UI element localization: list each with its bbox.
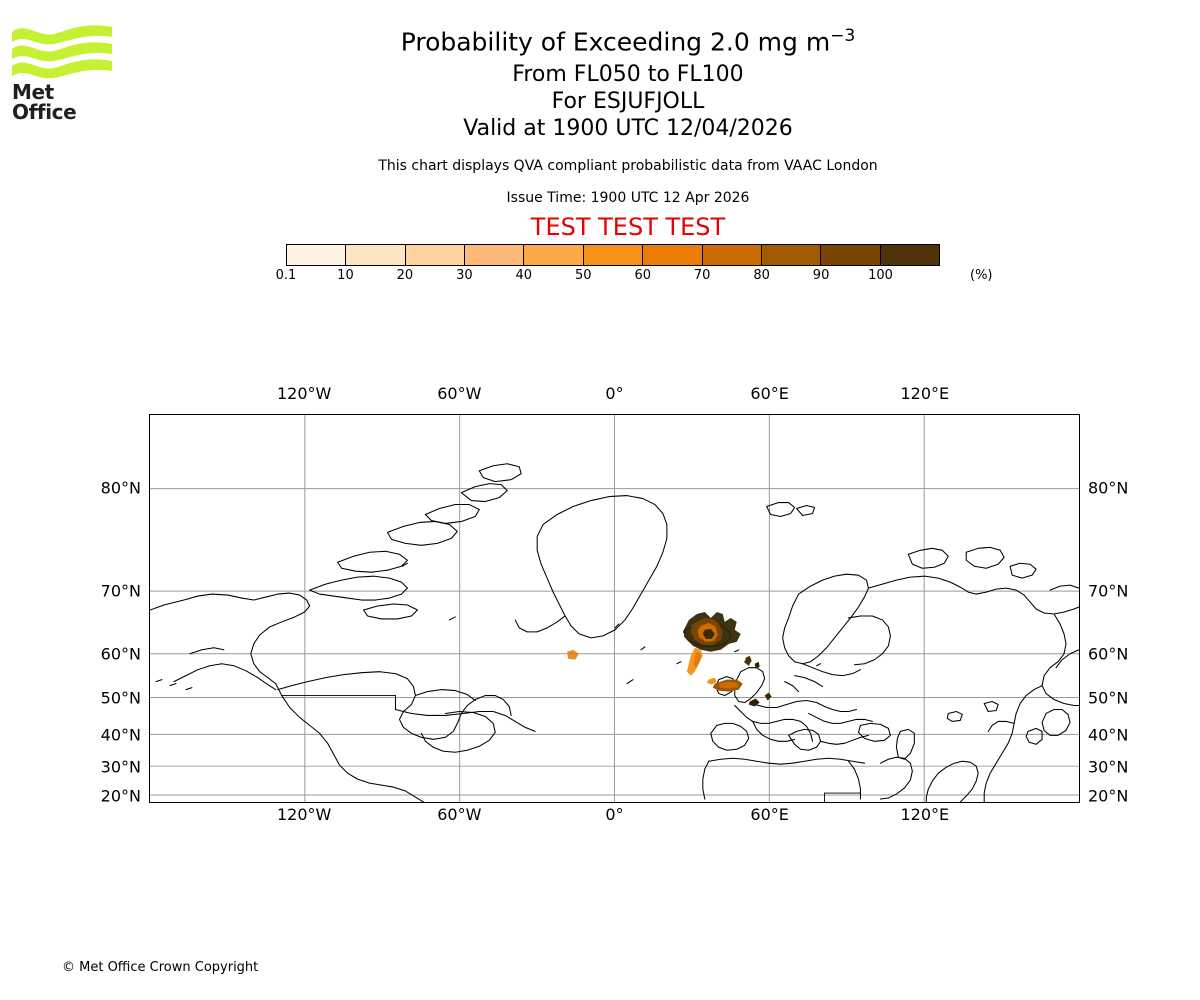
page-title: Probability of Exceeding 2.0 mg m−3 (28, 26, 1200, 56)
met-office-wave-icon (12, 25, 112, 79)
colorbar-segment-1 (345, 245, 405, 265)
colorbar-tick-labels: 0.1 10 20 30 40 50 60 70 80 90 100 (276, 268, 940, 286)
colorbar-segment-2 (404, 245, 465, 265)
colorbar-tick-10: 10 (337, 268, 354, 283)
lat-tick-right-40°N: 40°N (1088, 725, 1129, 745)
chart-note: This chart displays QVA compliant probab… (378, 158, 878, 174)
copyright-notice: © Met Office Crown Copyright (62, 960, 259, 975)
lon-tick-top-60°W: 60°W (437, 384, 482, 403)
lat-tick-left-20°N: 20°N (100, 786, 141, 806)
colorbar-segment-3 (464, 245, 524, 265)
colorbar-segment-7 (701, 245, 761, 265)
colorbar-tick-70: 70 (693, 268, 711, 283)
colorbar-segment-4 (523, 245, 583, 265)
colorbar-tick-90: 90 (812, 268, 830, 283)
lon-tick-top-60°E: 60°E (750, 384, 789, 403)
lat-tick-left-30°N: 30°N (100, 757, 141, 777)
lat-tick-right-50°N: 50°N (1088, 688, 1129, 708)
lon-tick-top-0°: 0° (605, 384, 624, 403)
lat-tick-right-30°N: 30°N (1088, 757, 1129, 777)
valid-time-subtitle: Valid at 1900 UTC 12/04/2026 (463, 116, 793, 141)
ash-probability-field (567, 611, 772, 707)
flight-level-subtitle: From FL050 to FL100 (512, 62, 744, 87)
coastlines (150, 463, 1079, 802)
colorbar-segment-8 (760, 245, 821, 265)
lat-tick-right-80°N: 80°N (1088, 478, 1129, 498)
lon-tick-bottom-0°: 0° (605, 805, 624, 824)
colorbar-tick-30: 30 (456, 268, 473, 283)
lat-tick-left-70°N: 70°N (100, 581, 141, 601)
lat-tick-left-40°N: 40°N (100, 725, 141, 745)
lon-tick-bottom-60°E: 60°E (750, 805, 789, 824)
lat-tick-left-80°N: 80°N (100, 478, 141, 498)
colorbar-segment-0 (287, 245, 346, 265)
lat-tick-right-70°N: 70°N (1088, 581, 1129, 601)
colorbar-segment-10 (879, 245, 939, 265)
lon-tick-top-120°W: 120°W (276, 384, 332, 403)
lon-tick-top-120°E: 120°E (900, 384, 950, 403)
colorbar-segment-5 (582, 245, 643, 265)
map-plot-area (149, 414, 1080, 803)
colorbar-tick-20: 20 (396, 268, 414, 283)
page-title-exponent: −3 (830, 26, 856, 46)
lat-tick-right-20°N: 20°N (1088, 786, 1129, 806)
colorbar-tick-50: 50 (574, 268, 592, 283)
colorbar-segment-9 (820, 245, 880, 265)
colorbar-tick-100: 100 (868, 268, 893, 283)
colorbar-tick-80: 80 (753, 268, 770, 283)
colorbar-segment-6 (642, 245, 702, 265)
colorbar-tick-40: 40 (515, 268, 533, 283)
map-gridlines (150, 415, 1079, 802)
lat-tick-left-60°N: 60°N (100, 644, 141, 664)
met-office-logo: Met Office (12, 22, 120, 122)
world-map (150, 415, 1079, 802)
test-banner: TEST TEST TEST (530, 213, 726, 241)
lon-tick-bottom-120°E: 120°E (900, 805, 950, 824)
lon-tick-bottom-60°W: 60°W (437, 805, 482, 824)
page-title-text: Probability of Exceeding 2.0 mg m (400, 27, 831, 57)
colorbar-tick-0.1: 0.1 (275, 268, 297, 283)
issue-time: Issue Time: 1900 UTC 12 Apr 2026 (506, 190, 750, 206)
volcano-subtitle: For ESJUFJOLL (551, 89, 705, 114)
colorbar-unit-label: (%) (970, 268, 993, 283)
met-office-logo-text: Met Office (12, 80, 77, 124)
lat-tick-left-50°N: 50°N (100, 688, 141, 708)
colorbar-tick-60: 60 (634, 268, 651, 283)
probability-colorbar (286, 244, 940, 266)
lat-tick-right-60°N: 60°N (1088, 644, 1129, 664)
lon-tick-bottom-120°W: 120°W (276, 805, 332, 824)
